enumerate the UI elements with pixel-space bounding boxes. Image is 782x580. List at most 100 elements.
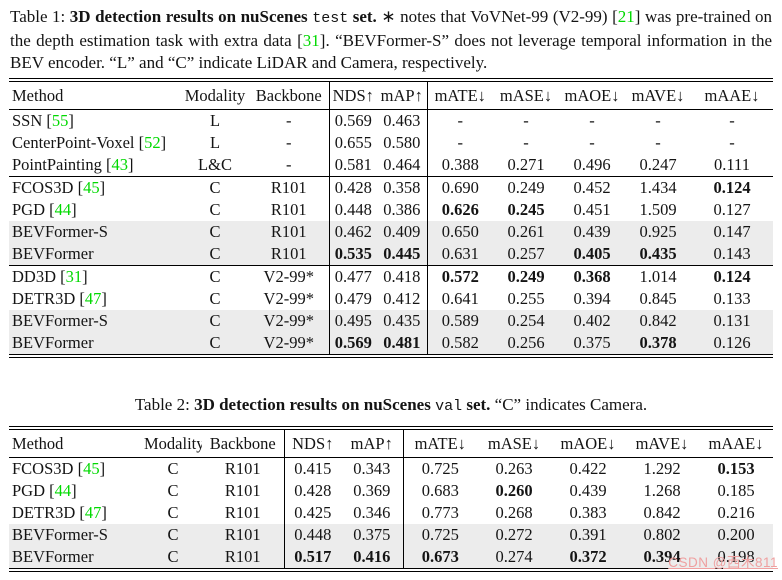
metric-cell: 0.394 (643, 547, 681, 566)
metric-cell: 0.198 (717, 547, 755, 566)
metric-cell: 0.464 (383, 155, 421, 174)
citation-link[interactable]: 52 (144, 133, 161, 152)
method-name: DD3D (12, 267, 56, 286)
column-header: mASE↓ (493, 80, 559, 110)
column-header: Method (9, 80, 181, 110)
method-name: PGD (12, 481, 46, 500)
method-name: BEVFormer-S (12, 525, 108, 544)
metric-cell: 0.268 (495, 503, 533, 522)
metric-cell: 0.428 (283, 480, 341, 502)
method-cell: DETR3D [47] (12, 289, 107, 308)
metric-cell: 0.481 (383, 333, 421, 352)
modality-cell: C (209, 178, 221, 197)
metric-cell: 0.428 (328, 176, 377, 199)
metric-cell: 0.343 (353, 459, 391, 478)
modality-cell: C (209, 289, 221, 308)
metric-cell: 0.655 (328, 132, 377, 154)
method-cell: FCOS3D [45] (12, 178, 106, 197)
caption-segment: Table 1: (10, 7, 70, 26)
metric-cell: 0.372 (569, 547, 607, 566)
metric-cell: 0.256 (507, 333, 545, 352)
table-row: PointPainting [43] L&C - 0.581 0.464 0.388 0.2… (9, 154, 773, 177)
method-cell: DETR3D [47] (12, 503, 107, 522)
metric-cell: 0.631 (426, 243, 493, 266)
backbone-cell: R101 (270, 178, 307, 197)
column-header: mAOE↓ (551, 428, 625, 458)
method-name: PointPainting (12, 155, 102, 174)
method-name: BEVFormer (12, 244, 94, 263)
metric-cell: 0.650 (426, 221, 493, 243)
metric-cell: - (729, 111, 735, 130)
modality-cell: C (167, 525, 179, 544)
metric-cell: 0.435 (383, 311, 421, 330)
metric-cell: 0.535 (328, 243, 377, 266)
column-header: mASE↓ (477, 428, 551, 458)
metric-cell: 0.402 (573, 311, 611, 330)
table-row: PGD [44] C R101 0.428 0.369 0.683 0.260 0.439 1.… (9, 480, 773, 502)
metric-cell: 1.509 (639, 200, 677, 219)
citation-link[interactable]: 44 (54, 200, 72, 219)
metric-cell: 0.111 (714, 155, 750, 174)
metric-cell: 0.263 (495, 459, 533, 478)
caption-segment: val (435, 398, 463, 415)
metric-cell: 0.448 (283, 524, 341, 546)
metric-cell: 0.690 (426, 176, 493, 199)
citation-link[interactable]: 45 (83, 459, 100, 478)
citation-link[interactable]: 44 (54, 481, 72, 500)
backbone-cell: - (286, 133, 292, 152)
modality-cell: L (209, 133, 221, 152)
column-header: mATE↓ (402, 428, 477, 458)
metric-cell: 0.439 (569, 481, 607, 500)
metric-cell: 0.257 (507, 244, 545, 263)
citation-link[interactable]: 47 (84, 289, 102, 308)
metric-cell: - (426, 109, 493, 132)
citation-link[interactable]: 31 (302, 31, 320, 50)
caption-segment: ∗ notes that VoVNet-99 (V2-99) [ (376, 7, 618, 26)
metric-cell: 0.153 (717, 459, 755, 478)
column-header: mAP↑ (341, 428, 403, 458)
metric-cell: 0.245 (507, 200, 545, 219)
metric-cell: 0.773 (402, 502, 477, 524)
modality-cell: L&C (198, 155, 232, 174)
metric-cell: 0.569 (328, 109, 377, 132)
citation-link[interactable]: 55 (51, 111, 69, 130)
metric-cell: 1.014 (639, 267, 677, 286)
backbone-cell: R101 (270, 200, 307, 219)
method-cell: DD3D [31] (12, 267, 88, 286)
column-header: mATE↓ (426, 80, 493, 110)
metric-cell: 0.725 (402, 524, 477, 546)
method-name: DETR3D (12, 503, 76, 522)
metric-cell: 0.368 (573, 267, 611, 286)
column-header: mAAE↓ (699, 428, 773, 458)
column-header: Modality (144, 428, 202, 458)
metric-cell: 0.581 (328, 154, 377, 177)
table-row: DETR3D [47] C V2-99* 0.479 0.412 0.641 0.255 0.… (9, 288, 773, 310)
citation-link[interactable]: 47 (84, 503, 102, 522)
method-cell: FCOS3D [45] (12, 459, 106, 478)
citation-link[interactable]: 31 (65, 267, 83, 286)
metric-cell: - (426, 132, 493, 154)
metric-cell: 0.445 (383, 244, 421, 263)
metric-cell: 0.405 (573, 244, 611, 263)
metric-cell: 0.143 (713, 244, 751, 263)
table-row: BEVFormer-S C R101 0.448 0.375 0.725 0.272 0.39… (9, 524, 773, 546)
metric-cell: 0.126 (713, 333, 751, 352)
modality-cell: C (167, 547, 179, 566)
metric-cell: 0.391 (569, 525, 607, 544)
citation-link[interactable]: 21 (617, 7, 635, 26)
metric-cell: 0.369 (353, 481, 391, 500)
metric-cell: 0.673 (402, 546, 477, 570)
metric-cell: 0.462 (328, 221, 377, 243)
method-name: FCOS3D (12, 459, 74, 478)
metric-cell: 0.383 (569, 503, 607, 522)
backbone-cell: - (286, 155, 292, 174)
metric-cell: 0.200 (717, 525, 755, 544)
metric-cell: 0.477 (328, 265, 377, 288)
backbone-cell: V2-99* (263, 311, 314, 330)
caption-segment: ]. “BEVFormer-S” does not leverage tempo… (10, 31, 772, 72)
backbone-cell: R101 (224, 481, 261, 500)
citation-link[interactable]: 43 (111, 155, 128, 174)
backbone-cell: R101 (270, 222, 307, 241)
metric-cell: 0.439 (573, 222, 611, 241)
citation-link[interactable]: 45 (83, 178, 100, 197)
